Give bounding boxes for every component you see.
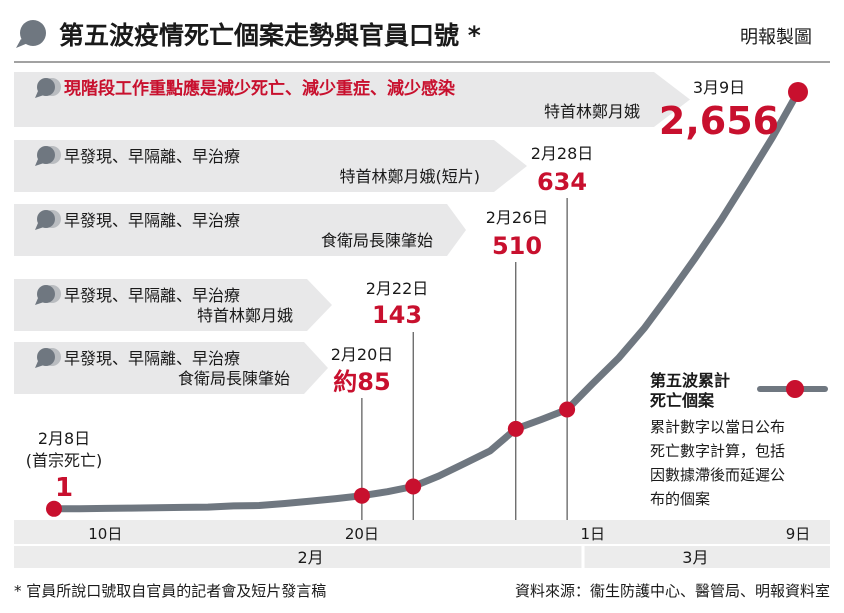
- x-tick-label: 10日: [88, 525, 122, 543]
- month-label: 2月: [298, 548, 324, 567]
- legend-note-line1: 累計數字以當日公布: [650, 418, 785, 436]
- month-label: 3月: [682, 548, 708, 567]
- x-axis: 10日 20日 1日 9日 2月 3月: [14, 520, 830, 568]
- data-point-value: 634: [537, 168, 587, 196]
- data-point-marker: [507, 420, 524, 437]
- speech-bubble-icon: [35, 146, 61, 166]
- footer: * 官員所說口號取自官員的記者會及短片發言稿 資料來源：衞生防護中心、醫管局、明…: [14, 582, 830, 600]
- data-point-date: 2月8日: [38, 429, 90, 448]
- slogan-speaker: 特首林鄭月娥: [544, 102, 640, 121]
- data-point-marker: [353, 487, 370, 504]
- speech-bubble-icon: [35, 78, 61, 98]
- data-point-marker: [788, 82, 808, 102]
- data-point-marker: [559, 401, 576, 418]
- data-point-marker: [46, 500, 62, 517]
- slogan-text: 早發現、早隔離、早治療: [64, 349, 240, 368]
- x-tick-label: 1日: [581, 525, 606, 543]
- legend-note-line2: 死亡數字計算，包括: [650, 442, 785, 460]
- legend-title-line1: 第五波累計: [650, 371, 730, 390]
- data-point-date: 2月26日: [486, 208, 549, 227]
- slogan-speaker: 食衛局長陳肇始: [321, 231, 433, 250]
- data-point-sublabel: (首宗死亡): [26, 451, 103, 470]
- slogan-text: 早發現、早隔離、早治療: [64, 286, 240, 305]
- chart-title: 第五波疫情死亡個案走勢與官員口號 *: [59, 21, 481, 50]
- x-tick-label: 20日: [345, 525, 379, 543]
- data-point-value: 約85: [333, 368, 390, 396]
- legend-title-line2: 死亡個案: [650, 391, 715, 410]
- legend-marker-swatch: [786, 380, 804, 398]
- data-point-marker: [405, 478, 422, 495]
- data-point-value: 510: [492, 232, 542, 260]
- slogan-text: 早發現、早隔離、早治療: [64, 147, 240, 166]
- data-point-date: 3月9日: [693, 78, 745, 97]
- legend: 第五波累計 死亡個案 累計數字以當日公布 死亡數字計算，包括 因數據滯後而延遲公…: [650, 371, 828, 508]
- speech-bubble-icon: [35, 348, 61, 368]
- data-point-value: 1: [55, 473, 73, 503]
- data-point-date: 2月22日: [366, 279, 429, 298]
- data-point-value: 2,656: [659, 99, 779, 143]
- data-point-date: 2月20日: [331, 345, 394, 364]
- header: 第五波疫情死亡個案走勢與官員口號 * 明報製圖: [14, 20, 830, 63]
- slogan-text: 早發現、早隔離、早治療: [64, 211, 240, 230]
- data-point-date: 2月28日: [531, 144, 594, 163]
- credit: 明報製圖: [740, 27, 812, 48]
- legend-note-line3: 因數據滯後而延遲公: [650, 466, 785, 484]
- slogan-text: 現階段工作重點應是減少死亡、減少重症、減少感染: [64, 78, 455, 99]
- legend-note-line4: 布的個案: [650, 490, 710, 508]
- slogan-speaker: 特首林鄭月娥: [197, 306, 293, 325]
- slogan-bubbles: 現階段工作重點應是減少死亡、減少重症、減少感染特首林鄭月娥早發現、早隔離、早治療…: [14, 72, 690, 394]
- footer-note: * 官員所說口號取自官員的記者會及短片發言稿: [14, 582, 326, 600]
- speech-bubble-icon: [35, 285, 61, 305]
- x-tick-label: 9日: [786, 525, 811, 543]
- data-point-value: 143: [372, 301, 422, 329]
- speech-bubble-icon: [35, 210, 61, 230]
- series-line-cumulative-deaths: [50, 88, 802, 513]
- slogan-speaker: 食衛局長陳肇始: [178, 369, 290, 388]
- footer-source: 資料來源：衞生防護中心、醫管局、明報資料室: [515, 582, 830, 600]
- slogan-speaker: 特首林鄭月娥(短片): [340, 167, 481, 186]
- speech-bubble-icon: [16, 20, 46, 48]
